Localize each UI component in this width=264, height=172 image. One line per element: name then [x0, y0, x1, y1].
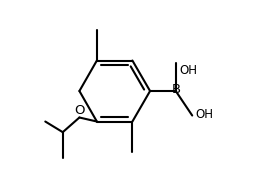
Text: OH: OH	[196, 108, 214, 121]
Text: B: B	[172, 83, 181, 96]
Text: OH: OH	[179, 64, 197, 77]
Text: O: O	[74, 104, 85, 116]
